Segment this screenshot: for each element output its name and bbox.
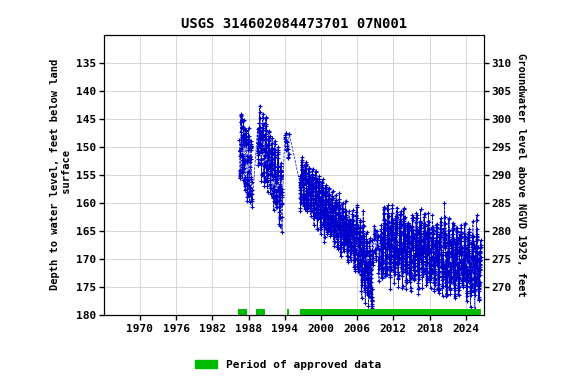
Y-axis label: Depth to water level, feet below land
 surface: Depth to water level, feet below land su… bbox=[50, 59, 71, 290]
Legend: Period of approved data: Period of approved data bbox=[191, 356, 385, 375]
Title: USGS 314602084473701 07N001: USGS 314602084473701 07N001 bbox=[181, 17, 407, 31]
Y-axis label: Groundwater level above NGVD 1929, feet: Groundwater level above NGVD 1929, feet bbox=[516, 53, 526, 296]
